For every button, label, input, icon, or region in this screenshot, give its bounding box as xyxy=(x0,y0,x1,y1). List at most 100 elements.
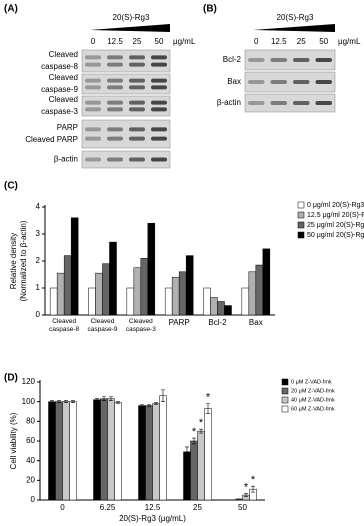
bar xyxy=(145,405,153,501)
blot-band xyxy=(151,85,167,90)
blot xyxy=(244,49,336,71)
bar xyxy=(224,305,232,316)
blot-band xyxy=(315,80,332,84)
error-bar xyxy=(102,396,106,401)
blot-label: Cleaved PARP xyxy=(25,135,78,144)
x-tick-label: 50 xyxy=(238,503,247,512)
legend-swatch xyxy=(297,211,305,219)
dose-label: 25 xyxy=(133,37,142,46)
bar xyxy=(203,287,211,316)
panel-label: (C) xyxy=(4,181,18,192)
blot-label: Bcl-2 xyxy=(223,55,242,64)
y-axis-label: Relative density xyxy=(9,233,18,289)
blot-label: Cleaved xyxy=(49,50,78,59)
blot-band xyxy=(293,58,310,62)
x-tick-label: Bax xyxy=(249,318,263,327)
blot-band xyxy=(85,62,101,67)
blot-band xyxy=(151,100,167,105)
legend-swatch xyxy=(281,396,289,404)
y-axis-label: (Normalized to β-actin) xyxy=(19,220,28,301)
error-bar xyxy=(199,428,203,434)
unit-label: μg/mL xyxy=(338,37,361,46)
blot-band xyxy=(270,80,287,84)
y-tick-label: 40 xyxy=(26,456,35,465)
bar xyxy=(204,408,212,501)
error-bar xyxy=(192,437,196,445)
blot-band xyxy=(248,80,265,84)
treatment-label: 20(S)-Rg3 xyxy=(277,13,314,22)
treatment-label: 20(S)-Rg3 xyxy=(113,13,150,22)
significance-mark: * xyxy=(199,417,204,429)
bar xyxy=(93,399,101,501)
bar xyxy=(55,401,63,501)
panel-label: (B) xyxy=(203,4,217,15)
bar xyxy=(147,222,156,316)
blot-band xyxy=(85,127,101,132)
bar xyxy=(159,395,167,501)
bar xyxy=(63,255,72,316)
bar xyxy=(197,430,205,501)
x-tick-label: PARP xyxy=(169,318,190,327)
error-bar xyxy=(206,403,210,414)
bar xyxy=(140,258,149,316)
blot-band xyxy=(107,55,123,60)
legend-label: 12.5 μg/ml 20(S)-Rg3 xyxy=(307,212,364,219)
y-tick-label: 1 xyxy=(36,283,41,292)
bar xyxy=(107,398,115,501)
bar xyxy=(114,402,122,501)
blot xyxy=(244,71,336,93)
blot-band xyxy=(129,107,145,112)
dose-wedge xyxy=(253,24,335,32)
blot-band xyxy=(129,136,145,141)
blot-band xyxy=(270,101,287,105)
error-bar xyxy=(244,493,248,497)
y-tick-label: 2 xyxy=(36,256,41,265)
bar xyxy=(48,401,56,501)
error-bar xyxy=(147,404,151,407)
bar xyxy=(210,297,218,316)
blot-label: β-actin xyxy=(54,155,78,164)
blot-band xyxy=(107,136,123,141)
blot-band xyxy=(107,85,123,90)
blot-band xyxy=(85,100,101,105)
x-tick-label: Cleaved caspase-8 xyxy=(49,318,80,333)
blot-band xyxy=(107,62,123,67)
bar xyxy=(56,272,65,316)
significance-mark: * xyxy=(244,482,249,494)
blot-band xyxy=(85,157,101,162)
bar xyxy=(69,401,77,501)
bar xyxy=(95,272,103,316)
blot xyxy=(81,73,171,95)
legend-swatch xyxy=(281,378,289,386)
blot-band xyxy=(151,107,167,112)
blot-band xyxy=(151,78,167,83)
blot-band xyxy=(293,101,310,105)
dose-label: 50 xyxy=(155,37,164,46)
blot-band xyxy=(129,127,145,132)
unit-label: μg/mL xyxy=(173,37,196,46)
bar xyxy=(185,255,194,316)
blot-band xyxy=(315,101,332,105)
bar xyxy=(255,264,264,316)
y-tick-label: 100 xyxy=(22,397,36,406)
y-tick-label: 0 xyxy=(31,495,36,504)
significance-mark: * xyxy=(192,426,197,438)
blot-band xyxy=(85,107,101,112)
blot-band xyxy=(151,62,167,67)
blot xyxy=(81,95,171,117)
legend-swatch xyxy=(297,221,305,229)
bar xyxy=(70,217,79,316)
blot xyxy=(81,49,171,73)
blot-label: β-actin xyxy=(217,98,241,107)
y-tick-label: 20 xyxy=(26,475,35,484)
bar xyxy=(109,241,117,316)
blot-band xyxy=(107,107,123,112)
x-tick-label: 12.5 xyxy=(145,503,161,512)
error-bar xyxy=(185,446,189,458)
blot-band xyxy=(151,55,167,60)
bar xyxy=(217,301,225,316)
y-tick-label: 80 xyxy=(26,416,35,425)
bar xyxy=(241,287,250,316)
blot-band xyxy=(107,127,123,132)
